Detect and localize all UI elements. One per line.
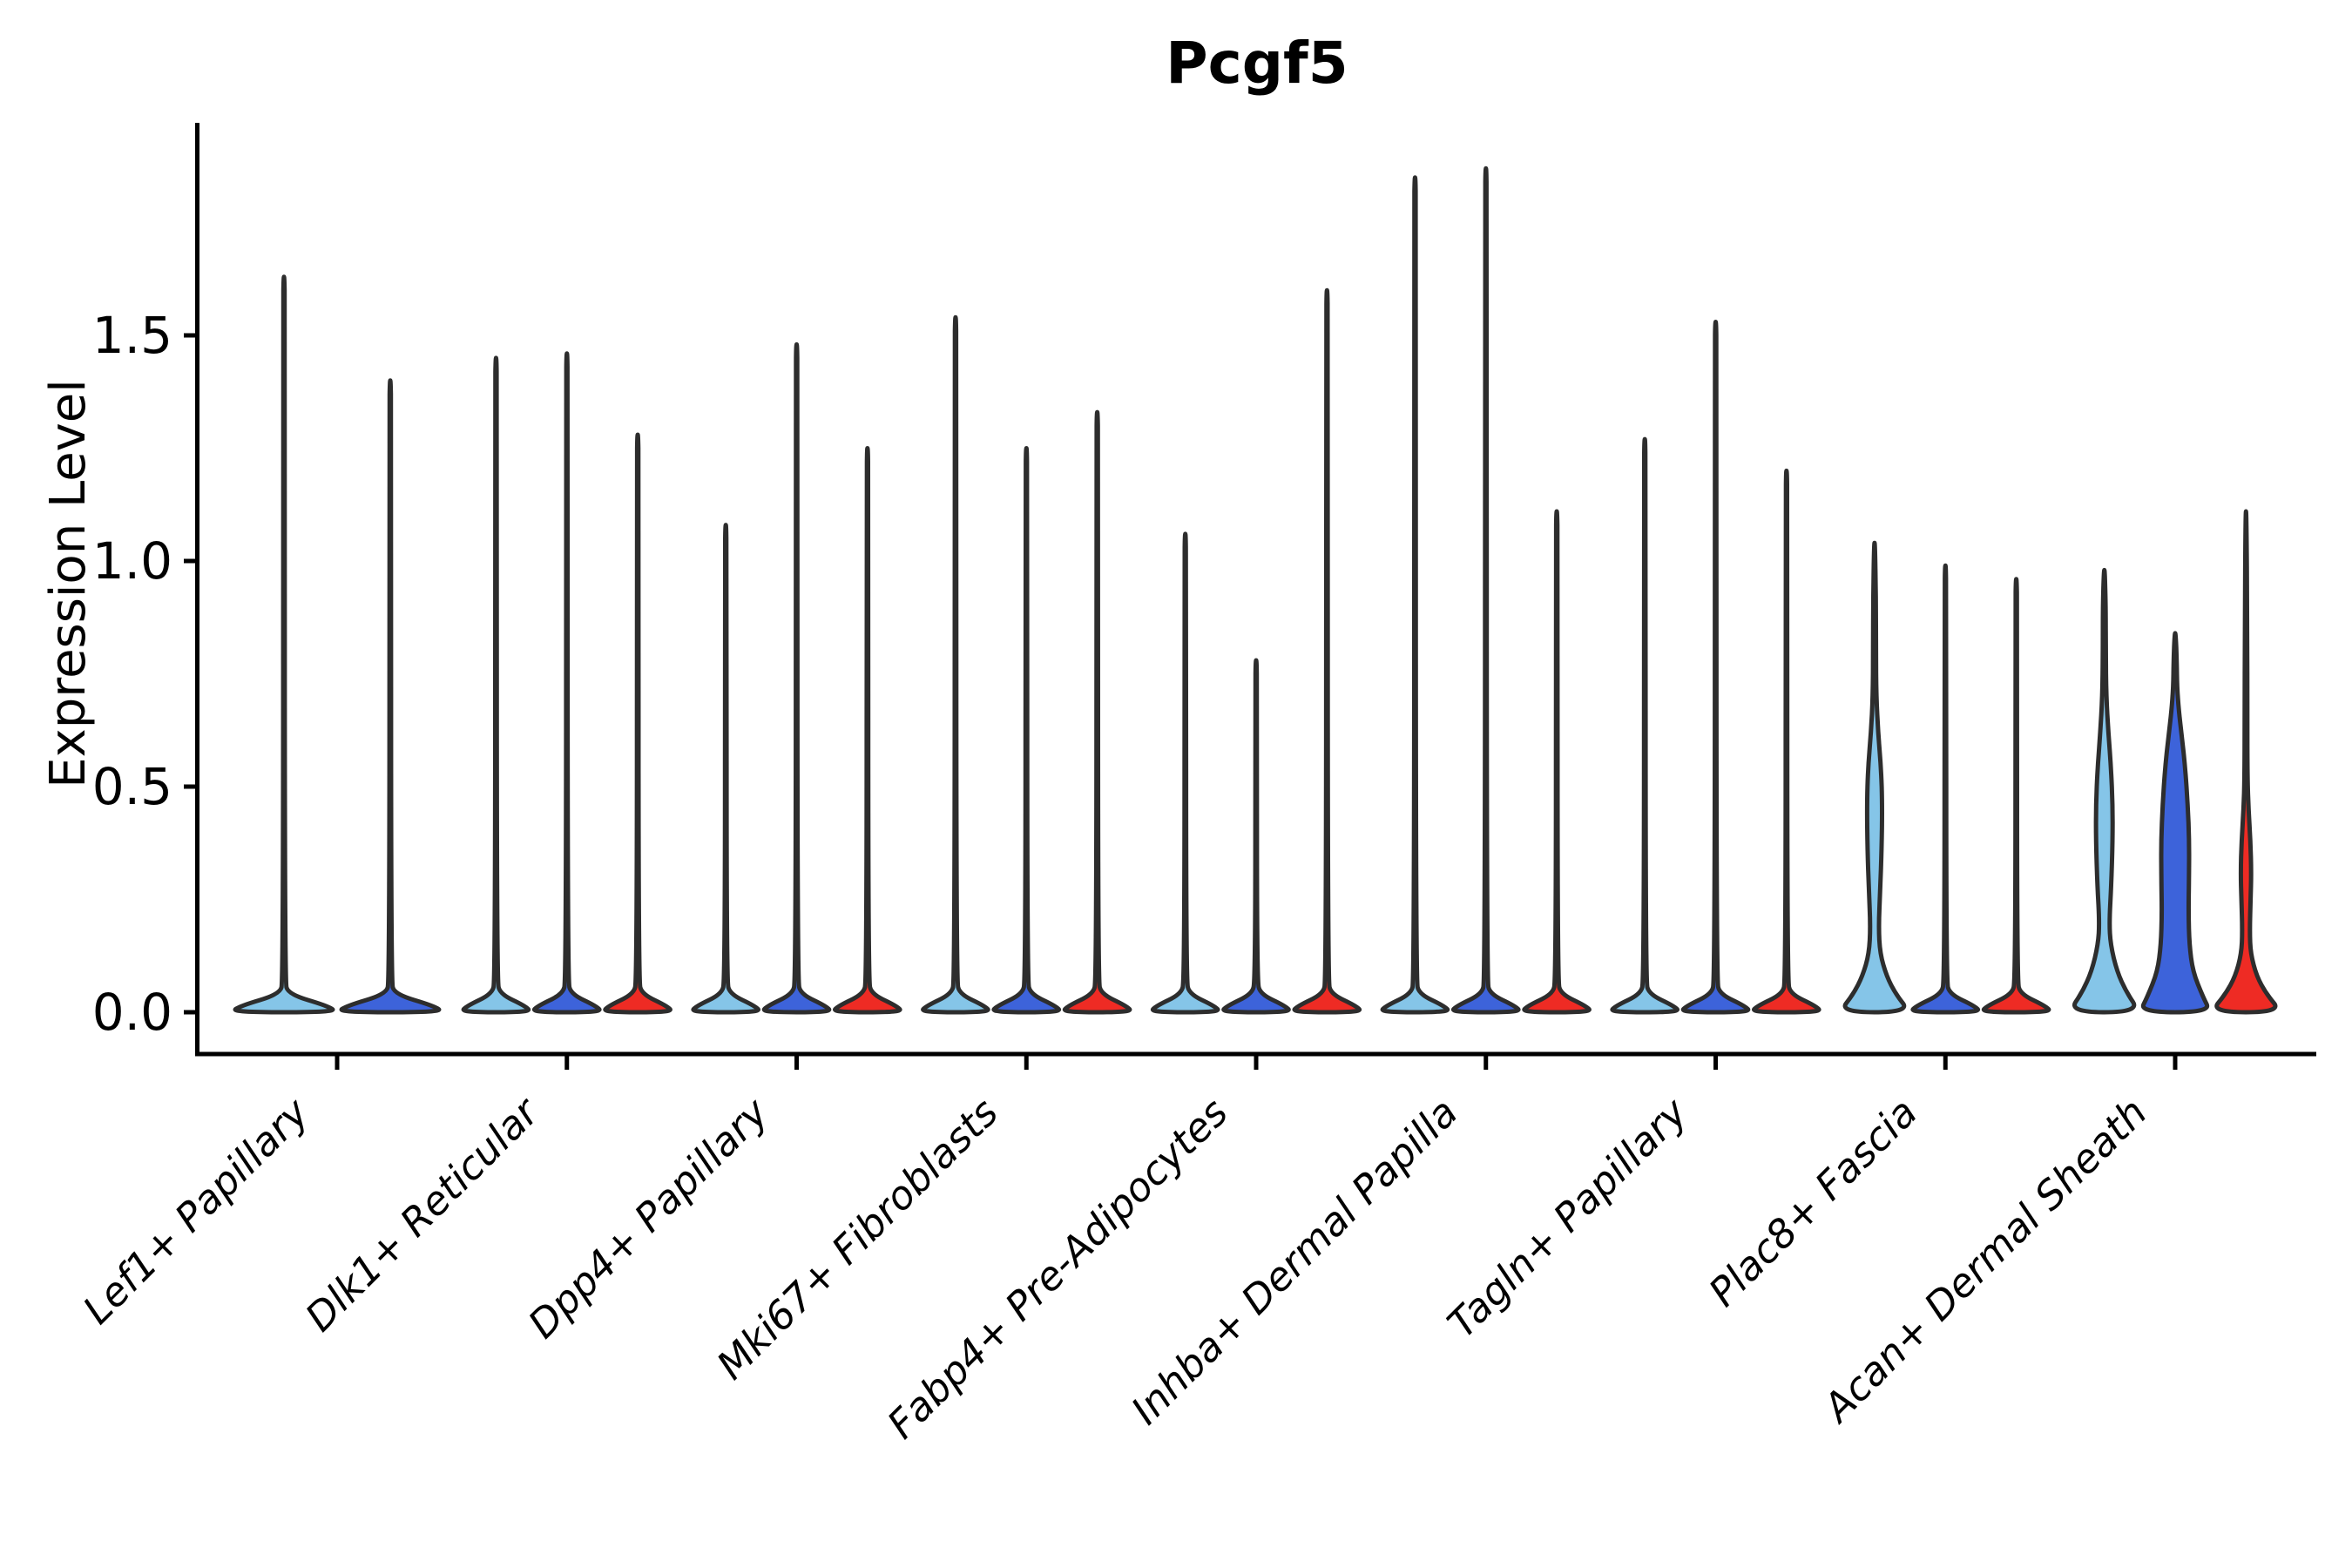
violin-acan-red (2214, 509, 2278, 1015)
y-tick-label: 1.0 (92, 531, 172, 591)
violin-mki67-royal_blue (991, 446, 1062, 1015)
violin-plac8-red (1981, 577, 2051, 1015)
x-tick-label: Dlk1+ Reticular (296, 1088, 549, 1341)
violin-dlk1-light_blue (461, 355, 531, 1015)
violin-tagln-royal_blue (1680, 320, 1751, 1015)
violin-inhba-royal_blue (1450, 166, 1521, 1015)
violin-plac8-royal_blue (1910, 563, 1981, 1015)
x-tick-label: Plac8+ Fascia (1700, 1089, 1926, 1315)
violin-lef1-light_blue (233, 274, 335, 1015)
violin-fabp4-light_blue (1150, 531, 1220, 1015)
y-axis-label: Expression Level (40, 379, 97, 788)
y-tick-label: 0.5 (92, 757, 172, 816)
violin-fabp4-red (1292, 287, 1362, 1015)
violin-inhba-light_blue (1380, 175, 1450, 1015)
violin-dlk1-royal_blue (531, 351, 602, 1015)
x-tick-label: Tagln+ Papillary (1438, 1088, 1697, 1347)
x-tick-label: Dpp4+ Papillary (519, 1088, 778, 1347)
violin-acan-royal_blue (2140, 631, 2210, 1015)
chart-title: Pcgf5 (1166, 30, 1348, 97)
violin-dpp4-royal_blue (761, 341, 832, 1015)
violin-tagln-light_blue (1610, 436, 1680, 1015)
violin-mki67-red (1062, 409, 1132, 1015)
violin-lef1-royal_blue (339, 378, 442, 1015)
violin-tagln-red (1752, 468, 1821, 1015)
violin-acan-light_blue (2072, 567, 2137, 1015)
x-tick-label: Lef1+ Papillary (74, 1088, 319, 1333)
violins-layer (233, 166, 2278, 1015)
y-tick-label: 1.5 (92, 306, 172, 365)
y-tick-label: 0.0 (92, 983, 172, 1042)
violin-dlk1-red (603, 432, 672, 1015)
violin-inhba-red (1522, 509, 1592, 1015)
violin-dpp4-light_blue (691, 523, 760, 1015)
violin-mki67-light_blue (921, 314, 990, 1015)
violin-plac8-light_blue (1842, 540, 1907, 1015)
violin-fabp4-royal_blue (1221, 658, 1291, 1015)
violin-dpp4-red (833, 446, 902, 1015)
